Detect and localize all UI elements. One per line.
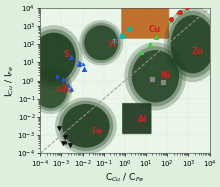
Ellipse shape [84,25,118,60]
Point [82,67,86,70]
X-axis label: C$_{Cu}$ / C$_{Fe}$: C$_{Cu}$ / C$_{Fe}$ [105,171,145,183]
Point [151,78,154,81]
Point [66,83,70,86]
Text: W: W [108,40,117,49]
Point [169,19,173,22]
Ellipse shape [125,42,186,110]
Point [127,27,130,30]
Ellipse shape [32,33,76,82]
Ellipse shape [167,11,218,78]
Ellipse shape [28,29,79,86]
Point [178,12,182,15]
Point [178,10,182,13]
Point [120,34,123,37]
Y-axis label: I$_{Cu}$ / I$_{Fe}$: I$_{Cu}$ / I$_{Fe}$ [4,65,16,97]
FancyBboxPatch shape [122,103,151,134]
Point [77,63,81,66]
Point [161,80,164,83]
Ellipse shape [59,101,113,151]
Point [70,56,73,59]
Ellipse shape [79,20,123,65]
Point [68,143,72,146]
Text: S: S [63,50,69,59]
Text: Al: Al [138,115,147,124]
Ellipse shape [132,50,179,102]
Point [148,43,152,46]
FancyBboxPatch shape [121,6,169,39]
Point [169,17,173,20]
Ellipse shape [55,97,117,154]
Ellipse shape [31,68,70,111]
Ellipse shape [25,25,82,90]
Point [70,88,73,91]
Ellipse shape [171,15,215,73]
Point [185,7,188,10]
Ellipse shape [128,46,183,106]
Text: Cu: Cu [148,25,161,34]
Point [112,40,116,43]
Ellipse shape [28,65,72,114]
Point [154,36,158,39]
Point [61,78,65,81]
Point [57,127,61,130]
Text: Fe: Fe [91,127,102,136]
Ellipse shape [82,23,121,63]
Text: SiO$_2$: SiO$_2$ [55,85,73,96]
Text: Zn: Zn [192,47,204,56]
Point [55,75,58,78]
Point [186,6,189,9]
Point [61,141,65,144]
Ellipse shape [62,104,110,148]
Ellipse shape [164,6,220,82]
Point [63,136,67,139]
Text: Ni: Ni [160,71,170,80]
Ellipse shape [33,70,67,108]
Point [140,50,143,53]
